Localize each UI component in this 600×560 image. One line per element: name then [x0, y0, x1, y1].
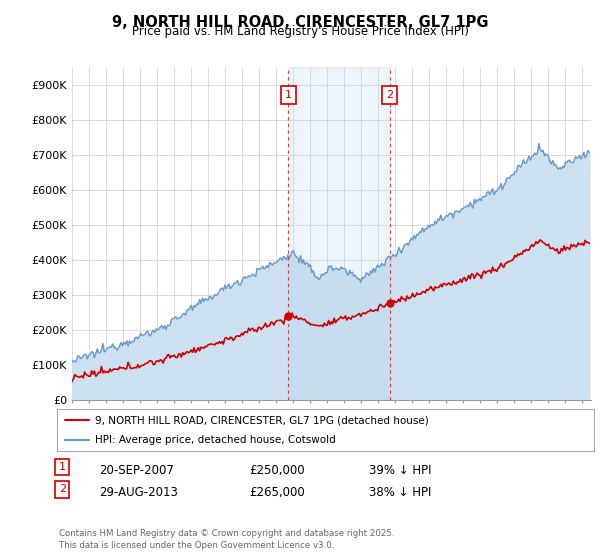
Text: £265,000: £265,000: [249, 486, 305, 499]
Text: 20-SEP-2007: 20-SEP-2007: [99, 464, 174, 477]
Text: 1: 1: [59, 462, 66, 472]
Text: 9, NORTH HILL ROAD, CIRENCESTER, GL7 1PG (detached house): 9, NORTH HILL ROAD, CIRENCESTER, GL7 1PG…: [95, 415, 428, 425]
Text: 39% ↓ HPI: 39% ↓ HPI: [369, 464, 431, 477]
Text: 38% ↓ HPI: 38% ↓ HPI: [369, 486, 431, 499]
Text: 1: 1: [285, 90, 292, 100]
Text: 29-AUG-2013: 29-AUG-2013: [99, 486, 178, 499]
Text: 9, NORTH HILL ROAD, CIRENCESTER, GL7 1PG: 9, NORTH HILL ROAD, CIRENCESTER, GL7 1PG: [112, 15, 488, 30]
Text: Price paid vs. HM Land Registry's House Price Index (HPI): Price paid vs. HM Land Registry's House …: [131, 25, 469, 38]
Text: Contains HM Land Registry data © Crown copyright and database right 2025.
This d: Contains HM Land Registry data © Crown c…: [59, 529, 394, 550]
Bar: [289, 67, 389, 400]
Text: £250,000: £250,000: [249, 464, 305, 477]
Text: 2: 2: [386, 90, 393, 100]
Text: HPI: Average price, detached house, Cotswold: HPI: Average price, detached house, Cots…: [95, 435, 335, 445]
Text: 2: 2: [59, 484, 66, 494]
